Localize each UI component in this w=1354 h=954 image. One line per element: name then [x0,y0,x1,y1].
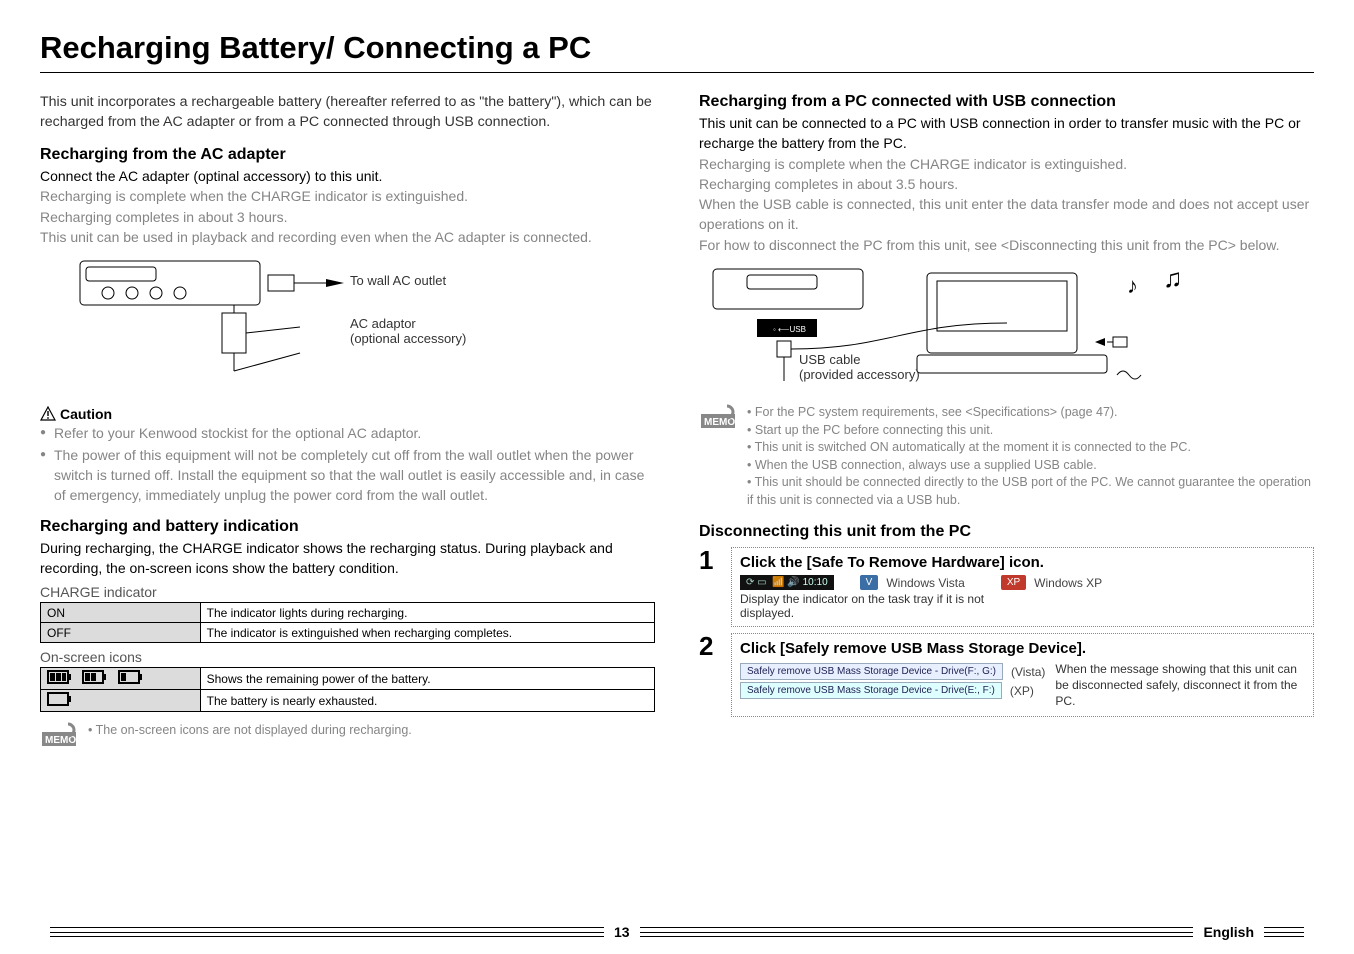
vista-tag: (Vista) [1011,665,1045,679]
memo-item: This unit is switched ON automatically a… [747,439,1314,457]
charge-indicator-table: ON The indicator lights during rechargin… [40,602,655,643]
memo-right-list: For the PC system requirements, see <Spe… [747,404,1314,509]
xp-remove-bar: Safely remove USB Mass Storage Device - … [740,682,1002,699]
page-language: English [1203,924,1254,940]
step2-title: Click [Safely remove USB Mass Storage De… [740,640,1305,657]
svg-text:♫: ♫ [1163,263,1183,293]
usb-p2: Recharging is complete when the CHARGE i… [699,154,1314,174]
battery-mid-icon [82,670,108,684]
ac-line2: Recharging is complete when the CHARGE i… [40,186,655,206]
table-row: ON The indicator lights during rechargin… [41,603,655,623]
battery-levels-cell [41,668,201,690]
step-2: 2 Click [Safely remove USB Mass Storage … [699,633,1314,717]
svg-text:◦ ⟵USB: ◦ ⟵USB [773,325,806,334]
memo-left-text: The on-screen icons are not displayed du… [88,723,412,737]
indication-heading: Recharging and battery indication [40,518,655,536]
battery-remaining-desc: Shows the remaining power of the battery… [200,668,654,690]
diagram-adaptor-label: AC adaptor [350,316,490,331]
caution-item: The power of this equipment will not be … [40,446,655,506]
usb-p3: Recharging completes in about 3.5 hours. [699,174,1314,194]
memo-icon: MEMO [40,722,80,755]
onscreen-icons-table: Shows the remaining power of the battery… [40,667,655,712]
ac-heading: Recharging from the AC adapter [40,146,655,164]
page-title: Recharging Battery/ Connecting a PC [40,30,1314,73]
xp-chip-icon: XP [1001,575,1026,590]
vista-label: Windows Vista [886,576,964,590]
caution-list: Refer to your Kenwood stockist for the o… [40,424,655,506]
vista-remove-bar: Safely remove USB Mass Storage Device - … [740,663,1003,680]
ac-line3: Recharging completes in about 3 hours. [40,207,655,227]
memo-right: MEMO For the PC system requirements, see… [699,404,1314,509]
usb-p4: When the USB cable is connected, this un… [699,194,1314,235]
left-column: This unit incorporates a rechargeable ba… [40,83,655,755]
charge-on-label: ON [41,603,201,623]
diagram-optional-label: (optional accessory) [350,331,490,346]
table-row: OFF The indicator is extinguished when r… [41,623,655,643]
usb-p1: This unit can be connected to a PC with … [699,113,1314,154]
page-footer: 13 English [40,924,1314,940]
svg-text:MEMO: MEMO [45,735,76,746]
battery-low-icon [118,670,144,684]
charge-off-label: OFF [41,623,201,643]
caution-heading: Caution [40,406,655,422]
table-row: Shows the remaining power of the battery… [41,668,655,690]
step-number: 2 [699,633,719,717]
battery-empty-cell [41,690,201,712]
indication-text: During recharging, the CHARGE indicator … [40,538,655,579]
memo-icon: MEMO [699,404,739,437]
intro-text: This unit incorporates a rechargeable ba… [40,93,655,132]
disconnect-heading: Disconnecting this unit from the PC [699,523,1314,541]
table-row: The battery is nearly exhausted. [41,690,655,712]
xp-label: Windows XP [1034,576,1102,590]
ac-line4: This unit can be used in playback and re… [40,227,655,247]
memo-item: When the USB connection, always use a su… [747,457,1314,475]
memo-item: For the PC system requirements, see <Spe… [747,404,1314,422]
ac-line1: Connect the AC adapter (optinal accessor… [40,166,655,186]
battery-exhausted-desc: The battery is nearly exhausted. [200,690,654,712]
diagram-wall-label: To wall AC outlet [350,273,490,288]
usb-heading: Recharging from a PC connected with USB … [699,93,1314,111]
svg-text:♪: ♪ [1127,273,1138,298]
vista-chip-icon: V [860,575,879,590]
warning-icon [40,406,56,422]
charge-off-desc: The indicator is extinguished when recha… [200,623,654,643]
memo-item: Start up the PC before connecting this u… [747,422,1314,440]
memo-left: MEMO The on-screen icons are not display… [40,722,655,755]
battery-full-icon [47,670,73,684]
icons-table-caption: On-screen icons [40,649,655,665]
battery-empty-icon [47,692,73,706]
step1-title: Click the [Safe To Remove Hardware] icon… [740,554,1305,571]
step-number: 1 [699,547,719,627]
tray-vista-icon: ⟳ ▭ 📶 🔊 10:10 [740,575,834,590]
step2-side-text: When the message showing that this unit … [1055,661,1305,710]
usb-p5: For how to disconnect the PC from this u… [699,235,1314,255]
charge-table-caption: CHARGE indicator [40,584,655,600]
svg-text:MEMO: MEMO [704,417,735,428]
diagram-provided-label: (provided accessory) [799,367,1354,382]
caution-item: Refer to your Kenwood stockist for the o… [40,424,655,444]
right-column: Recharging from a PC connected with USB … [699,83,1314,755]
step-1: 1 Click the [Safe To Remove Hardware] ic… [699,547,1314,627]
xp-tag: (XP) [1010,684,1034,698]
diagram-usb-label: USB cable [799,352,1354,367]
page-number: 13 [614,924,630,940]
charge-on-desc: The indicator lights during recharging. [200,603,654,623]
memo-item: This unit should be connected directly t… [747,474,1314,509]
step1-tray-text: Display the indicator on the task tray i… [740,592,990,620]
